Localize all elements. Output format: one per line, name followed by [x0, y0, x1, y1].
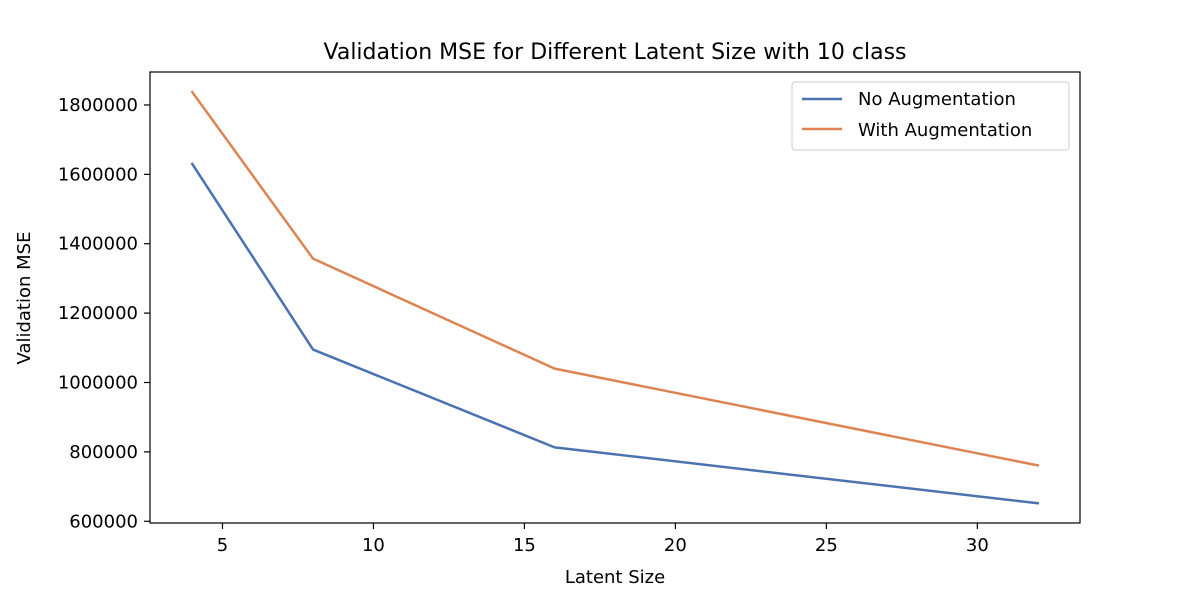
y-axis-label: Validation MSE	[14, 232, 35, 365]
y-tick-label: 600000	[69, 511, 138, 532]
x-tick-label: 10	[362, 535, 385, 556]
x-axis: 5 10 15 20 25 30	[217, 523, 989, 556]
y-tick-label: 1800000	[58, 95, 138, 116]
x-tick-label: 30	[966, 535, 989, 556]
x-tick-label: 5	[217, 535, 228, 556]
y-tick-label: 1200000	[58, 303, 138, 324]
series-line-with-augmentation	[190, 90, 1040, 467]
y-tick-label: 1600000	[58, 164, 138, 185]
series-line-no-augmentation	[190, 162, 1040, 505]
y-axis: 600000 800000 1000000 1200000 1400000 1600000…	[58, 95, 150, 532]
legend-box	[791, 81, 1070, 151]
x-axis-label: Latent Size	[565, 567, 665, 588]
y-tick-label: 800000	[69, 442, 138, 463]
legend-label-no-augmentation: No Augmentation	[858, 89, 1016, 110]
y-tick-label: 1400000	[58, 234, 138, 255]
series-layer	[190, 90, 1040, 505]
chart-title: Validation MSE for Different Latent Size…	[324, 40, 907, 65]
plot-area	[149, 71, 1081, 524]
legend: No Augmentation With Augmentation	[791, 81, 1070, 151]
legend-label-with-augmentation: With Augmentation	[858, 120, 1032, 141]
y-tick-label: 1000000	[58, 372, 138, 393]
plot-frame	[149, 71, 1081, 524]
x-tick-label: 20	[664, 535, 687, 556]
x-tick-label: 25	[815, 535, 838, 556]
x-tick-label: 15	[513, 535, 536, 556]
